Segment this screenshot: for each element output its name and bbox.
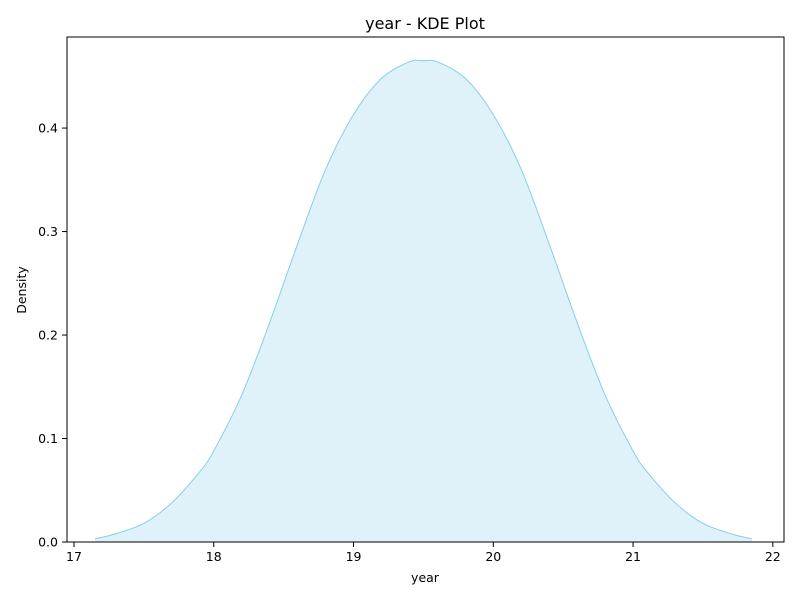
y-tick-label: 0.2 bbox=[38, 328, 58, 343]
y-axis-ticks: 0.0 0.1 0.2 0.3 0.4 bbox=[38, 121, 67, 550]
y-tick-label: 0.4 bbox=[38, 121, 58, 136]
x-tick-label: 20 bbox=[485, 549, 501, 564]
y-axis-label: Density bbox=[14, 266, 29, 314]
x-axis-ticks: 17 18 19 20 21 22 bbox=[66, 542, 781, 564]
y-tick-label: 0.0 bbox=[38, 535, 58, 550]
x-tick-label: 19 bbox=[346, 549, 362, 564]
chart-title: year - KDE Plot bbox=[365, 14, 485, 33]
x-tick-label: 17 bbox=[66, 549, 82, 564]
plot-area bbox=[94, 59, 752, 543]
x-tick-label: 21 bbox=[625, 549, 641, 564]
axes-frame bbox=[66, 36, 785, 543]
x-axis-label: year bbox=[411, 570, 440, 585]
y-tick-label: 0.1 bbox=[38, 431, 58, 446]
kde-area-fill bbox=[94, 60, 752, 543]
y-tick-label: 0.3 bbox=[38, 224, 58, 239]
x-tick-label: 18 bbox=[206, 549, 222, 564]
axes bbox=[66, 36, 785, 543]
x-tick-label: 22 bbox=[765, 549, 781, 564]
kde-curve-line bbox=[94, 59, 752, 540]
